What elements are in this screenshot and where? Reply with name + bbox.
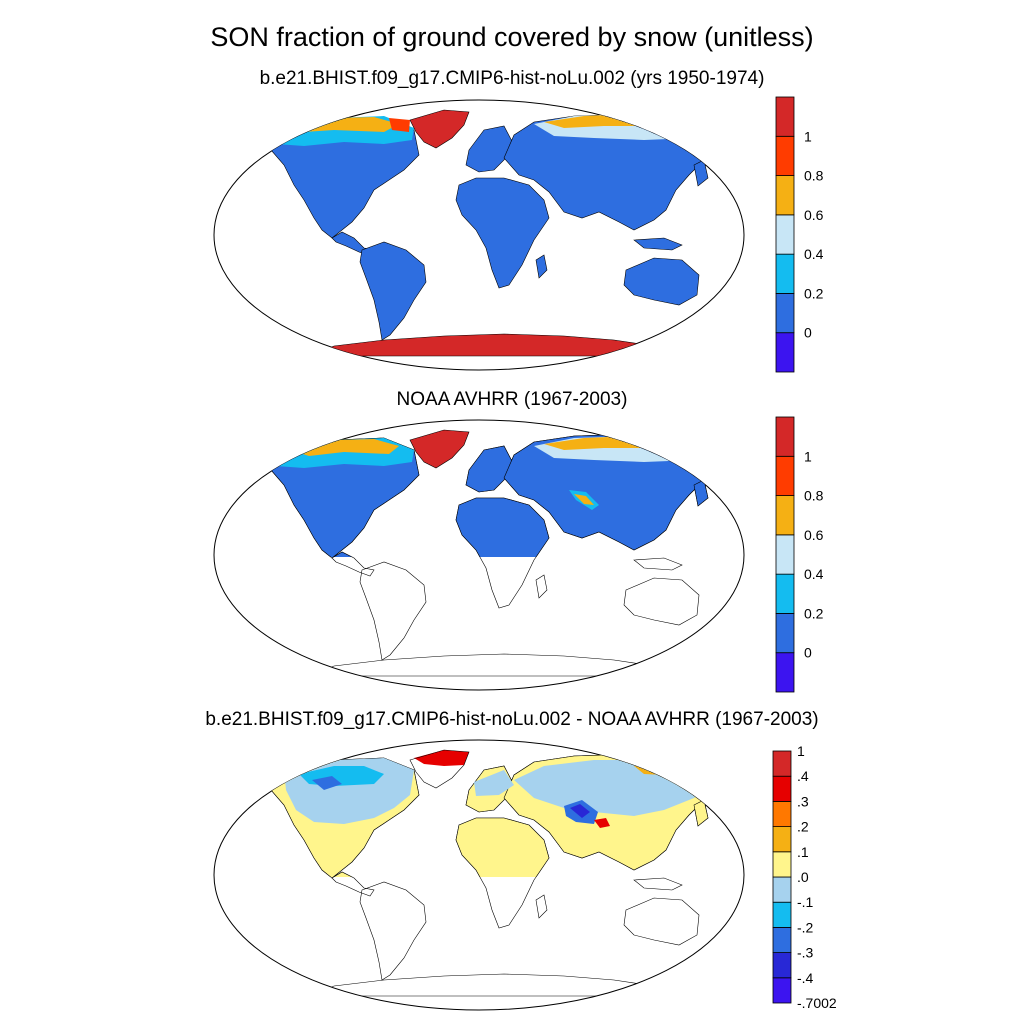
colorbar-box (772, 826, 792, 853)
colorbar-box (772, 927, 792, 954)
colorbar-label: -.3 (797, 945, 814, 961)
colorbar-box (772, 801, 792, 828)
colorbar-label: 1 (797, 743, 805, 759)
colorbar-box (772, 750, 792, 777)
colorbar-box (775, 135, 795, 176)
colorbar-label: .0 (797, 869, 809, 885)
colorbar-box (775, 175, 795, 216)
colorbar-box (772, 851, 792, 878)
colorbar-label: 0.4 (804, 566, 824, 582)
panel-1-colorbar: 0 0.2 0.4 0.6 0.8 1 (775, 96, 824, 373)
colorbar-label: -.7002 (797, 995, 837, 1011)
colorbar-box (775, 613, 795, 654)
panel-2-title: NOAA AVHRR (1967-2003) (396, 389, 628, 410)
colorbar-label: 0.8 (804, 488, 824, 504)
colorbar-label: 1 (804, 128, 812, 144)
colorbar-box (775, 534, 795, 575)
colorbar-box (775, 573, 795, 614)
colorbar-box (772, 901, 792, 928)
colorbar-label: 0.6 (804, 527, 824, 543)
colorbar-label: .3 (797, 793, 809, 809)
colorbar-label: 0 (804, 325, 812, 341)
colorbar-box (772, 876, 792, 903)
figure-title: SON fraction of ground covered by snow (… (210, 22, 814, 52)
colorbar-label: .2 (797, 819, 809, 835)
colorbar-box (775, 652, 795, 693)
colorbar-label: 0.2 (804, 605, 824, 621)
colorbar-label: -.1 (797, 894, 814, 910)
colorbar-label: 0 (804, 645, 812, 661)
colorbar-label: 0.6 (804, 207, 824, 223)
panel-2-colorbar: 0 0.2 0.4 0.6 0.8 1 (775, 416, 824, 693)
panel-2-map (213, 419, 745, 691)
colorbar-box (772, 952, 792, 979)
panel-3-colorbar: -.7002 -.4 -.3 -.2 -.1 .0 .1 .2 .3 .4 1 (772, 743, 837, 1011)
colorbar-label: .4 (797, 768, 809, 784)
panel-1-title: b.e21.BHIST.f09_g17.CMIP6-hist-noLu.002 … (259, 68, 765, 89)
colorbar-label: 0.2 (804, 285, 824, 301)
colorbar-box (775, 214, 795, 255)
colorbar-box (775, 253, 795, 294)
colorbar-box (772, 775, 792, 802)
colorbar-box (775, 96, 795, 137)
colorbar-label: 0.4 (804, 246, 824, 262)
colorbar-box (772, 977, 792, 1004)
colorbar-label: .1 (797, 844, 809, 860)
colorbar-box (775, 332, 795, 373)
colorbar-label: -.4 (797, 970, 814, 986)
colorbar-box (775, 293, 795, 334)
colorbar-label: -.2 (797, 919, 814, 935)
panel-3-title: b.e21.BHIST.f09_g17.CMIP6-hist-noLu.002 … (205, 709, 819, 730)
colorbar-box (775, 416, 795, 457)
panel-1-map (213, 99, 745, 371)
colorbar-label: 1 (804, 448, 812, 464)
colorbar-label: 0.8 (804, 168, 824, 184)
panel-3-map (213, 739, 745, 1011)
colorbar-box (775, 495, 795, 536)
colorbar-box (775, 455, 795, 496)
